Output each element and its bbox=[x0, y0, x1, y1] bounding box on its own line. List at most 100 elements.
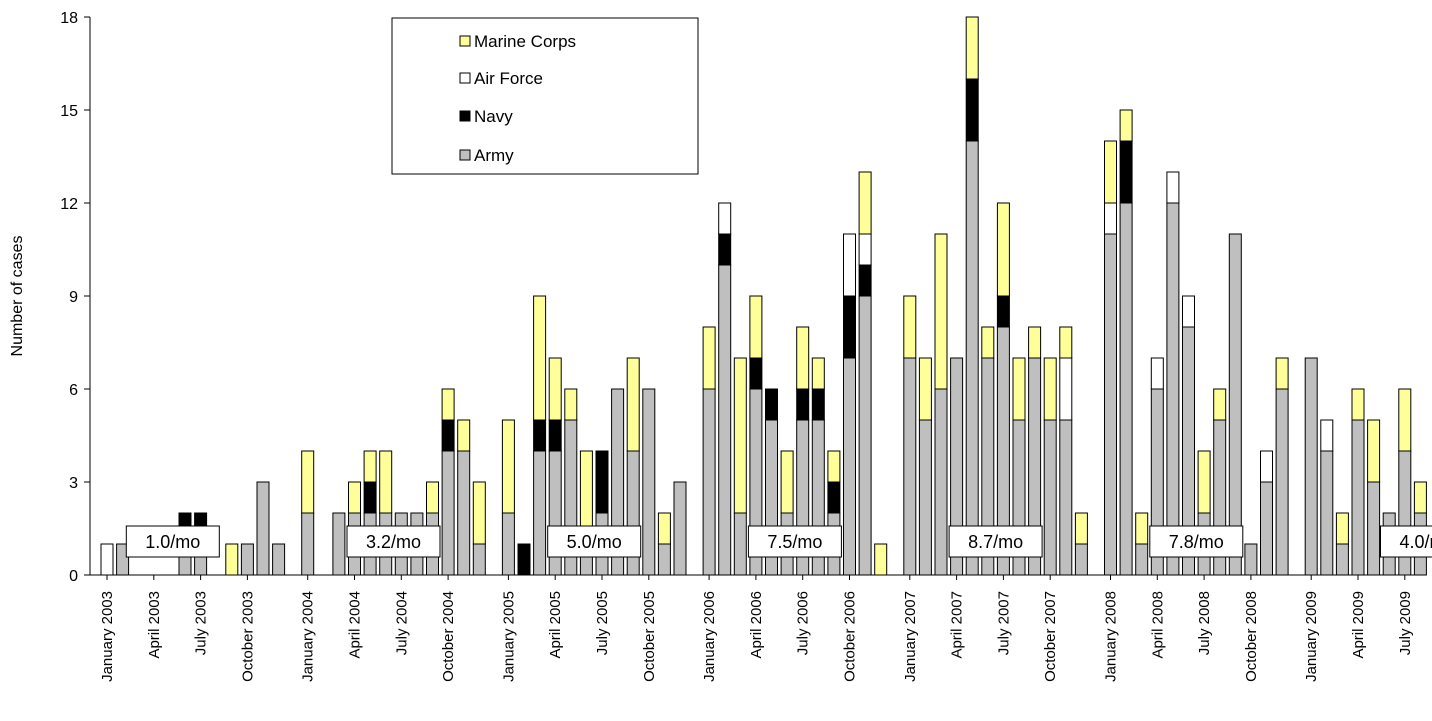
bar-2006-11-army bbox=[858, 295, 872, 576]
bar-2007-2-marine bbox=[918, 357, 932, 421]
bar-2006-7-marine bbox=[796, 326, 810, 390]
bar-2007-12-army bbox=[1074, 543, 1088, 576]
bar-2004-1-army bbox=[301, 512, 315, 576]
bar-2006-8-navy bbox=[811, 388, 825, 421]
bar-2004-5-navy bbox=[363, 481, 377, 514]
bar-2004-6-marine bbox=[379, 450, 393, 514]
bar-2008-8-marine bbox=[1213, 388, 1227, 421]
bar-2008-3-army bbox=[1135, 543, 1149, 576]
bar-2006-3-army bbox=[733, 512, 747, 576]
bar-2007-3-marine bbox=[934, 233, 948, 390]
bar-2005-4-marine bbox=[548, 357, 562, 421]
bar-2004-1-marine bbox=[301, 450, 315, 514]
bar-2003-10-army bbox=[240, 543, 254, 576]
x-tick-label-8: January 2005 bbox=[500, 591, 517, 682]
bar-2006-1-marine bbox=[702, 326, 716, 390]
x-tick-label-23: October 2008 bbox=[1243, 591, 1260, 682]
x-tick-label-21: April 2008 bbox=[1149, 591, 1166, 659]
bar-2009-5-marine bbox=[1367, 419, 1381, 483]
y-tick-label-3: 3 bbox=[69, 475, 78, 492]
rate-label-2006: 7.5/mo bbox=[747, 525, 842, 558]
bar-2008-10-army bbox=[1244, 543, 1258, 576]
rate-box-2009 bbox=[1380, 525, 1432, 558]
x-ticks: January 2003 April 2003 July 2003 October 2… bbox=[99, 575, 1414, 682]
rate-text-2006: 7.5/mo bbox=[767, 532, 822, 552]
bar-2009-4-marine bbox=[1351, 388, 1365, 421]
rate-label-2008: 7.8/mo bbox=[1149, 525, 1244, 558]
bar-2007-8-marine bbox=[1012, 357, 1026, 421]
bar-2004-12-army bbox=[472, 543, 486, 576]
x-tick-label-12: January 2006 bbox=[701, 591, 718, 682]
bar-2006-11-airforce bbox=[858, 233, 872, 266]
bar-2009-2-airforce bbox=[1320, 419, 1334, 452]
y-tick-label-12: 12 bbox=[60, 196, 78, 213]
bar-2009-2-army bbox=[1320, 450, 1334, 576]
bar-2008-4-airforce bbox=[1150, 357, 1164, 390]
bar-2006-2-airforce bbox=[718, 202, 732, 235]
bar-2003-11-army bbox=[256, 481, 270, 576]
bar-2007-10-army bbox=[1043, 419, 1057, 576]
x-tick-label-20: January 2008 bbox=[1103, 591, 1120, 682]
bar-2005-3-army bbox=[533, 450, 547, 576]
x-tick-label-26: July 2009 bbox=[1397, 591, 1414, 655]
bar-2009-5-army bbox=[1367, 481, 1381, 576]
legend-swatch-airforce bbox=[459, 72, 471, 84]
bar-2008-3-marine bbox=[1135, 512, 1149, 545]
bar-2007-6-marine bbox=[981, 326, 995, 359]
bar-2009-7-marine bbox=[1398, 388, 1412, 452]
rate-label-2007: 8.7/mo bbox=[948, 525, 1043, 558]
y-tick-label-18: 18 bbox=[60, 10, 78, 27]
bar-2008-12-army bbox=[1275, 388, 1289, 576]
bar-2005-11-army bbox=[657, 543, 671, 576]
legend: Marine Corps Air Force Navy Army bbox=[391, 17, 699, 175]
bar-2007-5-marine bbox=[965, 16, 979, 80]
bar-2007-1-marine bbox=[903, 295, 917, 359]
x-tick-label-17: April 2007 bbox=[949, 591, 966, 659]
rate-labels: 1.0/mo 3.2/mo 5.0/mo 7.5/mo 8.7/mo 7.8/mo 4.0/… bbox=[125, 525, 1432, 558]
bar-2008-5-airforce bbox=[1166, 171, 1180, 204]
bar-2004-11-marine bbox=[457, 419, 471, 452]
bar-2005-4-navy bbox=[548, 419, 562, 452]
bar-2007-11-airforce bbox=[1059, 357, 1073, 421]
bar-2007-2-army bbox=[918, 419, 932, 576]
x-tick-label-4: January 2004 bbox=[300, 591, 317, 682]
bar-2009-1-army bbox=[1304, 357, 1318, 576]
bar-2007-11-army bbox=[1059, 419, 1073, 576]
y-tick-label-9: 9 bbox=[69, 289, 78, 306]
bar-2006-9-marine bbox=[827, 450, 841, 483]
x-tick-label-6: July 2004 bbox=[393, 591, 410, 655]
y-tick-label-0: 0 bbox=[69, 568, 78, 585]
bar-2008-6-airforce bbox=[1182, 295, 1195, 328]
bar-2007-12-marine bbox=[1074, 512, 1088, 545]
bar-2008-9-army bbox=[1228, 233, 1242, 576]
rate-label-2009: 4.0/mo bbox=[1380, 525, 1432, 558]
x-tick-label-15: October 2006 bbox=[842, 591, 859, 682]
x-tick-label-9: April 2005 bbox=[547, 591, 564, 659]
bar-2007-5-army bbox=[965, 140, 979, 576]
rate-box-2007 bbox=[948, 525, 1043, 558]
bar-2009-4-army bbox=[1351, 419, 1365, 576]
x-tick-label-16: January 2007 bbox=[902, 591, 919, 682]
rate-label-2004: 3.2/mo bbox=[346, 525, 441, 558]
bar-2008-2-navy bbox=[1119, 140, 1133, 204]
bar-2008-1-airforce bbox=[1104, 202, 1117, 235]
bar-2005-3-marine bbox=[533, 295, 547, 421]
rate-label-2005: 5.0/mo bbox=[547, 525, 642, 558]
rate-text-2005: 5.0/mo bbox=[567, 532, 622, 552]
bar-2008-11-airforce bbox=[1260, 450, 1273, 483]
rate-text-2003: 1.0/mo bbox=[145, 532, 200, 552]
rate-text-2007: 8.7/mo bbox=[968, 532, 1023, 552]
bar-2009-3-marine bbox=[1335, 512, 1349, 545]
bar-2008-11-army bbox=[1260, 481, 1273, 576]
bar-2006-3-marine bbox=[733, 357, 747, 514]
x-tick-label-13: April 2006 bbox=[748, 591, 765, 659]
x-tick-label-25: April 2009 bbox=[1350, 591, 1367, 659]
rate-text-2008: 7.8/mo bbox=[1169, 532, 1224, 552]
bar-2003-9-marine bbox=[225, 543, 239, 576]
legend-label-marine: Marine Corps bbox=[474, 32, 576, 51]
x-tick-label-3: October 2003 bbox=[239, 591, 256, 682]
bar-2006-2-navy bbox=[718, 233, 732, 266]
legend-swatch-army bbox=[459, 149, 471, 161]
bar-2008-12-marine bbox=[1275, 357, 1289, 390]
x-tick-label-14: July 2006 bbox=[795, 591, 812, 655]
